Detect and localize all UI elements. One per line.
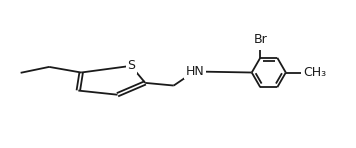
Text: S: S bbox=[127, 59, 135, 72]
Text: CH₃: CH₃ bbox=[303, 66, 326, 79]
Text: HN: HN bbox=[186, 65, 204, 78]
Text: Br: Br bbox=[253, 33, 267, 46]
